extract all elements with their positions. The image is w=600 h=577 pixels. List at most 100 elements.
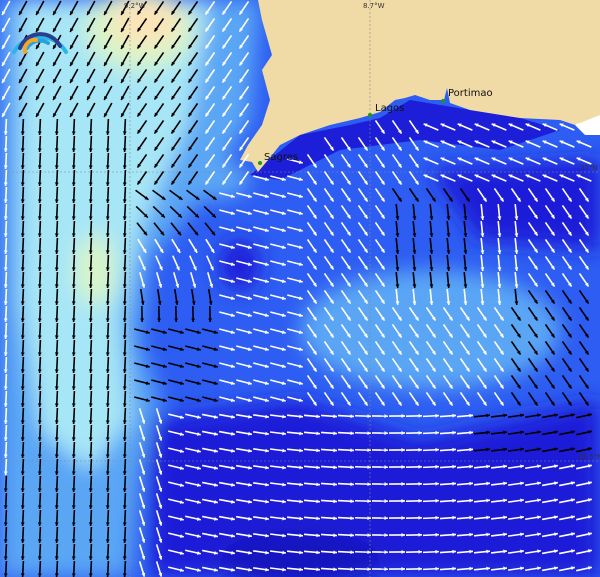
current-arrow-head bbox=[222, 112, 227, 117]
current-arrow-head bbox=[281, 228, 286, 232]
current-arrow-head bbox=[508, 157, 513, 162]
current-arrow-head bbox=[463, 216, 468, 220]
current-arrow-head bbox=[88, 267, 93, 271]
current-arrow-head bbox=[248, 431, 252, 436]
current-arrow-head bbox=[158, 436, 163, 441]
current-arrow-head bbox=[474, 140, 479, 145]
current-arrow-head bbox=[54, 199, 59, 203]
current-arrow-head bbox=[571, 549, 575, 554]
current-arrow-head bbox=[497, 250, 502, 254]
current-arrow-head bbox=[20, 233, 25, 237]
current-arrow-head bbox=[363, 282, 368, 287]
current-arrow-head bbox=[54, 352, 59, 356]
current-arrow-head bbox=[105, 505, 110, 509]
current-arrow-head bbox=[137, 180, 142, 185]
current-arrow-head bbox=[516, 316, 521, 321]
current-arrow-head bbox=[457, 140, 462, 145]
current-arrow-head bbox=[480, 301, 485, 305]
sagres-marker[interactable] bbox=[258, 161, 262, 165]
current-arrow-head bbox=[350, 482, 354, 487]
current-arrow-head bbox=[281, 262, 286, 266]
current-arrow-head bbox=[281, 330, 286, 334]
current-arrow-head bbox=[157, 318, 162, 322]
current-arrow-head bbox=[397, 129, 402, 134]
current-arrow-head bbox=[429, 301, 434, 305]
current-arrow-head bbox=[105, 488, 110, 492]
current-arrow-head bbox=[171, 44, 176, 49]
current-arrow-head bbox=[188, 27, 193, 32]
current-arrow-head bbox=[567, 282, 572, 287]
current-arrow-head bbox=[316, 465, 320, 470]
current-arrow-head bbox=[474, 174, 479, 179]
current-arrow-head bbox=[159, 248, 164, 253]
current-arrow-head bbox=[486, 515, 490, 520]
current-arrow-head bbox=[333, 550, 337, 555]
current-arrow-head bbox=[247, 364, 252, 368]
current-arrow-head bbox=[37, 148, 42, 152]
current-arrow-head bbox=[158, 521, 163, 526]
current-arrow-head bbox=[88, 182, 93, 186]
current-arrow-head bbox=[105, 165, 110, 169]
current-arrow-head bbox=[121, 113, 125, 118]
current-arrow-head bbox=[20, 165, 25, 169]
current-arrow-head bbox=[282, 516, 286, 521]
current-arrow-head bbox=[141, 521, 146, 526]
current-arrow-head bbox=[559, 123, 564, 128]
current-arrow-head bbox=[88, 318, 93, 322]
current-arrow-head bbox=[70, 96, 74, 101]
current-arrow-head bbox=[329, 299, 334, 304]
current-arrow-head bbox=[380, 197, 385, 202]
current-arrow-head bbox=[37, 454, 42, 458]
current-arrow-head bbox=[105, 556, 110, 560]
current-arrow-head bbox=[363, 333, 368, 338]
lon-label-east: 8.7°W bbox=[363, 2, 385, 10]
current-arrow-head bbox=[412, 233, 417, 237]
current-arrow-head bbox=[122, 318, 127, 322]
current-arrow-head bbox=[346, 401, 351, 406]
current-arrow-head bbox=[469, 481, 473, 486]
current-arrow-head bbox=[87, 45, 91, 50]
current-arrow-head bbox=[346, 180, 351, 185]
current-arrow-head bbox=[105, 216, 110, 220]
current-arrow-head bbox=[213, 330, 218, 334]
portimao-marker[interactable] bbox=[441, 99, 445, 103]
current-arrow-head bbox=[384, 465, 388, 469]
current-arrow-head bbox=[469, 447, 473, 452]
current-arrow-head bbox=[239, 95, 244, 100]
current-arrow-head bbox=[567, 316, 572, 321]
current-arrow-head bbox=[380, 282, 385, 287]
current-arrow-head bbox=[71, 267, 76, 271]
current-arrow-head bbox=[418, 430, 422, 435]
current-arrow-head bbox=[205, 146, 210, 151]
current-arrow-head bbox=[2, 79, 6, 84]
current-arrow-head bbox=[177, 213, 182, 218]
current-arrow-head bbox=[264, 330, 269, 334]
current-arrow-head bbox=[212, 196, 217, 200]
current-arrow-head bbox=[414, 129, 419, 134]
current-arrow-head bbox=[105, 471, 110, 475]
lagos-marker[interactable] bbox=[368, 113, 372, 117]
current-arrow-head bbox=[105, 233, 110, 237]
current-arrow-head bbox=[122, 420, 127, 424]
current-arrow-head bbox=[230, 347, 235, 351]
current-arrow-head bbox=[20, 352, 25, 356]
current-arrow-head bbox=[37, 233, 42, 237]
current-arrow-head bbox=[230, 194, 235, 198]
current-arrow-head bbox=[247, 228, 252, 232]
current-arrow-head bbox=[3, 420, 8, 424]
current-arrow-head bbox=[423, 140, 428, 145]
current-arrow-head bbox=[162, 347, 167, 351]
current-arrow-head bbox=[144, 196, 149, 200]
current-arrow-head bbox=[3, 539, 8, 543]
current-arrow-head bbox=[105, 182, 110, 186]
current-arrow-head bbox=[160, 213, 165, 218]
current-arrow-head bbox=[384, 533, 388, 537]
current-arrow-head bbox=[401, 431, 405, 435]
current-arrow-head bbox=[122, 301, 127, 305]
current-arrow-head bbox=[196, 381, 201, 385]
current-arrow-head bbox=[446, 267, 451, 271]
current-arrow-head bbox=[497, 216, 502, 220]
